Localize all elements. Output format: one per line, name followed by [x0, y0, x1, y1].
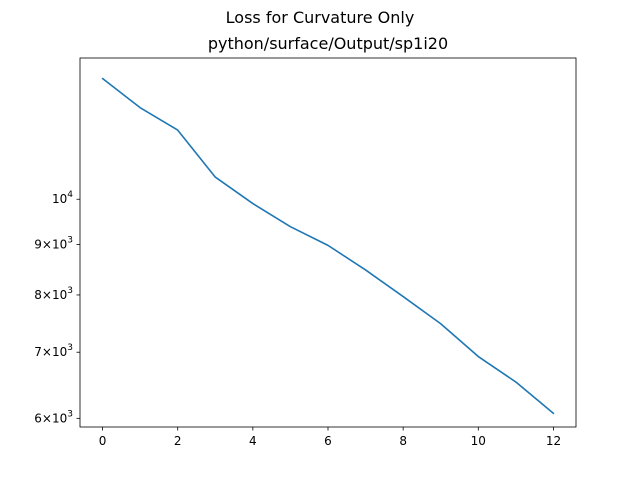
y-tick-label: 7×103 — [34, 343, 73, 359]
x-tick-label: 10 — [471, 434, 486, 448]
x-tick-label: 8 — [399, 434, 407, 448]
x-tick-label: 12 — [546, 434, 561, 448]
x-tick-label: 2 — [174, 434, 182, 448]
chart-title: Loss for Curvature Only — [226, 8, 415, 27]
y-tick-label: 6×103 — [34, 409, 73, 425]
x-tick-label: 4 — [249, 434, 257, 448]
y-tick-label: 104 — [52, 190, 73, 206]
x-tick-label: 6 — [324, 434, 332, 448]
x-tick-label: 0 — [99, 434, 107, 448]
plot-area: 0 2 4 6 8 10 12 6×103 7×103 8×103 9×103 104 — [34, 57, 577, 448]
y-tick-label: 9×103 — [34, 235, 73, 251]
y-tick-label: 8×103 — [34, 286, 73, 302]
chart-subtitle: python/surface/Output/sp1i20 — [208, 34, 448, 53]
series-line — [101, 77, 555, 415]
